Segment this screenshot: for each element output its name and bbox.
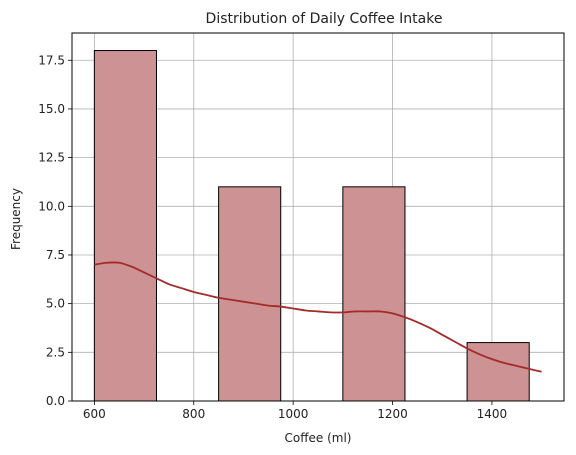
x-tick-label: 800 — [182, 407, 205, 421]
kde-curve-group — [94, 261, 542, 373]
histogram-bar — [93, 50, 157, 402]
y-tick-label: 5.0 — [46, 297, 65, 311]
y-axis-ticks: 0.0 2.5 5.0 7.5 10.0 12.5 15.0 17.5 — [38, 53, 72, 408]
y-axis-label: Frequency — [9, 188, 23, 250]
x-axis-label: Coffee (ml) — [285, 431, 352, 445]
y-tick-label: 7.5 — [46, 248, 65, 262]
x-tick-label: 1200 — [377, 407, 408, 421]
y-tick-label: 17.5 — [38, 53, 65, 67]
x-axis-ticks: 600 800 1000 1200 1400 — [83, 401, 507, 421]
x-tick-label: 1400 — [477, 407, 508, 421]
x-tick-label: 1000 — [278, 407, 309, 421]
plot-area-frame — [71, 32, 565, 402]
kde-curve — [94, 261, 542, 373]
histogram-bars — [93, 50, 530, 402]
y-tick-label: 2.5 — [46, 345, 65, 359]
y-tick-label: 0.0 — [46, 394, 65, 408]
histogram-bar — [218, 186, 282, 402]
x-tick-label: 600 — [83, 407, 106, 421]
histogram-bar — [466, 342, 530, 402]
y-tick-label: 12.5 — [38, 151, 65, 165]
chart-title: Distribution of Daily Coffee Intake — [206, 11, 443, 27]
y-tick-label: 15.0 — [38, 102, 65, 116]
y-tick-label: 10.0 — [38, 199, 65, 213]
histogram-bar — [342, 186, 406, 402]
